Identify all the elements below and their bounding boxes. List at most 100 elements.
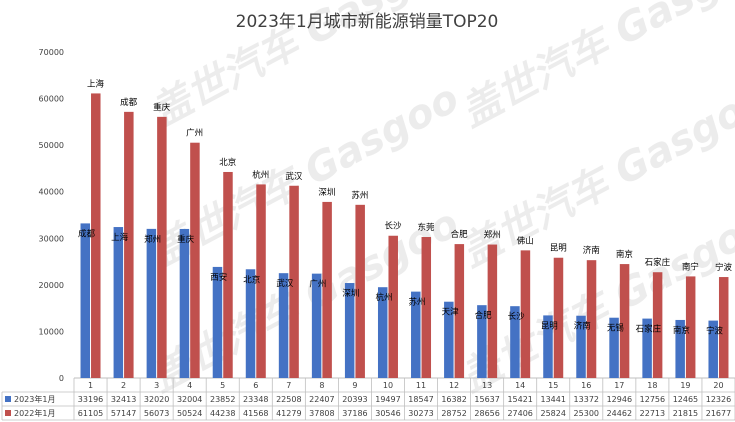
x-category-label: 19 xyxy=(680,381,690,390)
x-category-label: 6 xyxy=(253,381,258,390)
legend-key-2022 xyxy=(5,410,11,416)
city-label-2022: 昆明 xyxy=(550,244,567,254)
table-value-2022: 21815 xyxy=(673,409,698,418)
bar-2023 xyxy=(543,315,553,378)
bar-2023 xyxy=(675,319,685,378)
y-tick-label: 10000 xyxy=(39,327,64,336)
city-label-2023: 上海 xyxy=(111,232,129,243)
y-tick-label: 20000 xyxy=(39,281,64,290)
y-axis: 0 10000 20000 30000 40000 50000 60000 70000 xyxy=(39,48,64,383)
city-label-2023: 重庆 xyxy=(177,234,195,245)
x-category-label: 12 xyxy=(449,381,459,390)
table-value-2022: 24462 xyxy=(607,409,632,418)
bar-2023 xyxy=(278,273,289,378)
city-label-2022: 苏州 xyxy=(351,190,368,201)
city-label-2023: 武汉 xyxy=(276,278,294,289)
table-value-2023: 13441 xyxy=(540,395,565,404)
x-category-label: 14 xyxy=(515,381,525,390)
legend-key-2023 xyxy=(5,396,11,402)
city-label-2022: 杭州 xyxy=(252,169,269,180)
x-category-label: 2 xyxy=(121,381,126,390)
bar-2023 xyxy=(245,269,256,378)
bar-2022 xyxy=(586,260,597,378)
table-value-2022: 28656 xyxy=(474,409,499,418)
city-label-2022: 济南 xyxy=(583,245,600,256)
y-tick-label: 50000 xyxy=(39,141,64,150)
city-label-2023: 昆明 xyxy=(541,321,558,331)
x-category-label: 16 xyxy=(581,381,591,390)
city-label-2022: 合肥 xyxy=(451,229,469,240)
x-category-label: 18 xyxy=(647,381,657,390)
table-value-2023: 16382 xyxy=(441,395,466,404)
city-label-2022: 上海 xyxy=(87,78,105,89)
bar-2023 xyxy=(179,228,190,378)
table-value-2023: 12756 xyxy=(640,395,665,404)
table-value-2022: 25824 xyxy=(540,409,565,418)
x-category-label: 1 xyxy=(88,381,93,390)
y-tick-label: 0 xyxy=(59,374,64,383)
bar-2023 xyxy=(609,317,619,378)
bar-2023 xyxy=(80,223,91,378)
bar-2023 xyxy=(212,266,223,378)
table-value-2023: 12465 xyxy=(673,395,698,404)
bar-2022 xyxy=(124,111,134,379)
bar-2022 xyxy=(355,204,365,378)
table-value-2022: 30546 xyxy=(375,409,400,418)
table-value-2023: 18547 xyxy=(408,395,433,404)
table-value-2022: 56073 xyxy=(144,409,169,418)
bar-2022 xyxy=(421,237,432,378)
bar-2023 xyxy=(411,291,421,378)
bar-2022 xyxy=(91,93,101,378)
table-value-2022: 44238 xyxy=(210,409,235,418)
city-label-2023: 济南 xyxy=(574,321,591,332)
table-value-2023: 23348 xyxy=(243,395,268,404)
city-label-2022: 石家庄 xyxy=(645,257,671,268)
plot-area: 成都上海上海成都郑州重庆重庆广州西安北京北京杭州武汉武汉广州深圳深圳苏州杭州长沙… xyxy=(74,78,735,379)
bar-2023 xyxy=(510,306,520,378)
city-label-2023: 广州 xyxy=(309,279,326,290)
bar-2022 xyxy=(487,244,498,378)
bar-2022 xyxy=(619,264,630,378)
table-value-2022: 28752 xyxy=(441,409,466,418)
table-value-2023: 12326 xyxy=(706,395,731,404)
y-tick-label: 60000 xyxy=(39,95,64,104)
table-value-2022: 57147 xyxy=(111,409,136,418)
table-value-2023: 22407 xyxy=(309,395,334,404)
bar-2023 xyxy=(642,318,652,378)
x-category-label: 5 xyxy=(220,381,225,390)
city-label-2023: 石家庄 xyxy=(636,324,662,335)
table-value-2023: 23852 xyxy=(210,395,235,404)
city-label-2023: 长沙 xyxy=(508,311,526,322)
bar-2022 xyxy=(256,184,266,378)
x-category-label: 9 xyxy=(352,381,357,390)
x-category-label: 10 xyxy=(383,381,393,390)
bar-2023 xyxy=(477,305,487,378)
table-value-2022: 61105 xyxy=(78,409,103,418)
table-value-2023: 20393 xyxy=(342,395,367,404)
city-label-2023: 合肥 xyxy=(475,310,493,321)
bar-2022 xyxy=(685,276,696,378)
bar-2022 xyxy=(190,142,200,378)
table-value-2022: 41279 xyxy=(276,409,301,418)
bar-2022 xyxy=(223,171,233,378)
city-label-2022: 南宁 xyxy=(682,261,699,272)
legend-label-2022: 2022年1月 xyxy=(14,408,55,418)
bar-2022 xyxy=(520,250,531,378)
city-label-2023: 天津 xyxy=(442,307,460,318)
table-value-2023: 33196 xyxy=(78,395,103,404)
bar-2023 xyxy=(113,227,124,378)
city-label-2022: 宁波 xyxy=(715,262,733,273)
bar-2023 xyxy=(311,273,322,378)
data-table: 1 33196 61105 2 32413 57147 3 32020 56073 4 32004 5… xyxy=(1,378,735,421)
bar-2022 xyxy=(322,201,332,378)
x-category-label: 8 xyxy=(319,381,324,390)
table-value-2023: 15637 xyxy=(474,395,499,404)
bar-2023 xyxy=(576,315,586,378)
y-tick-label: 30000 xyxy=(39,234,64,243)
city-label-2023: 北京 xyxy=(243,274,260,285)
x-category-label: 17 xyxy=(614,381,624,390)
city-label-2023: 成都 xyxy=(78,228,96,239)
x-category-label: 11 xyxy=(416,381,426,390)
table-value-2022: 22713 xyxy=(640,409,665,418)
